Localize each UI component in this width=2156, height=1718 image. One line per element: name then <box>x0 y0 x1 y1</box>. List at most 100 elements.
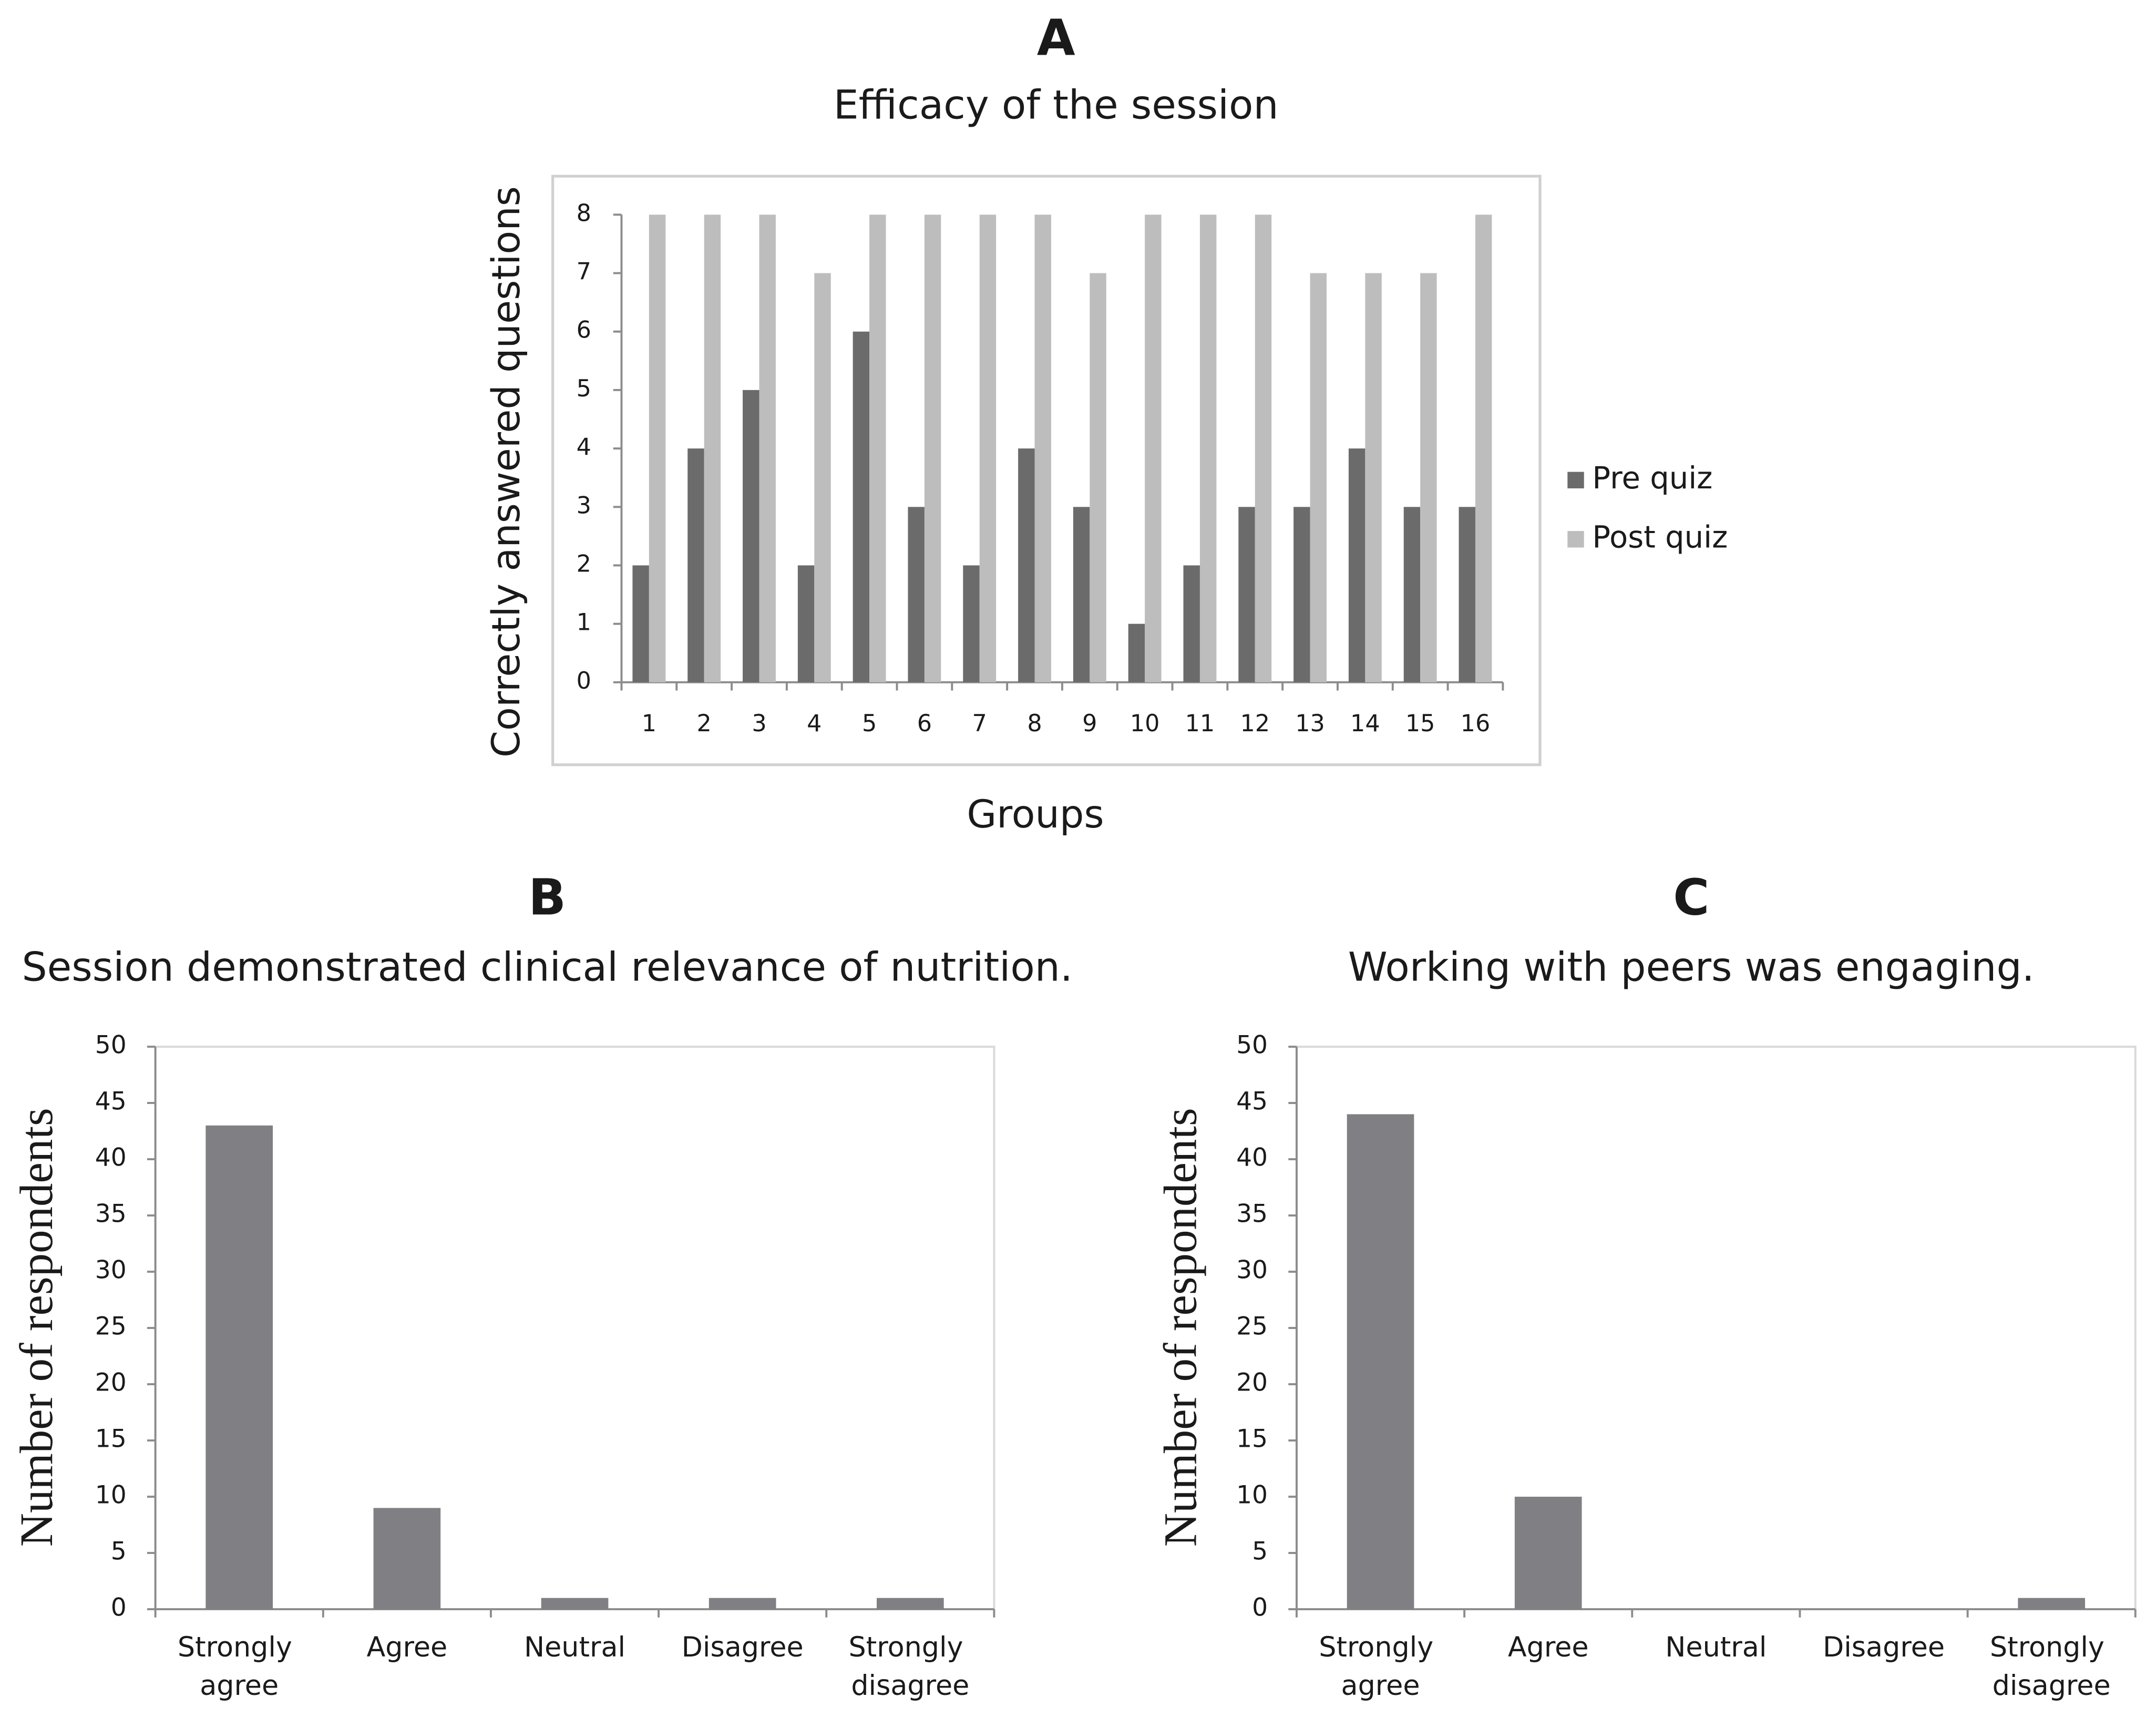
bar <box>632 565 649 682</box>
bar <box>2018 1598 2086 1610</box>
y-axis-title: Correctly answered questions <box>484 186 529 758</box>
x-tick-label: 6 <box>917 710 932 737</box>
legend-label: Post quiz <box>1592 519 1728 555</box>
chart-title: Session demonstrated clinical relevance … <box>22 944 1072 990</box>
y-tick-label: 35 <box>1236 1200 1268 1229</box>
plot-frame <box>154 1046 995 1611</box>
x-tick-label: 12 <box>1240 710 1270 737</box>
x-tick-label: 10 <box>1130 710 1160 737</box>
bar <box>814 273 831 682</box>
x-tick-label: 13 <box>1295 710 1325 737</box>
bar <box>1034 214 1051 682</box>
chart-frame <box>551 175 1542 766</box>
bar <box>1420 273 1437 682</box>
bar <box>1459 507 1475 682</box>
x-tick-label: Strongly disagree <box>1990 1631 2113 1702</box>
y-tick-label: 40 <box>1236 1143 1268 1172</box>
y-tick-label: 15 <box>95 1425 127 1454</box>
bar <box>704 214 721 682</box>
bar <box>1073 507 1090 682</box>
y-tick-label: 50 <box>1236 1031 1268 1060</box>
x-tick-label: 11 <box>1185 710 1215 737</box>
x-tick-label: Neutral <box>1665 1631 1767 1663</box>
chart-title: Working with peers was engaging. <box>1348 944 2035 990</box>
bar <box>924 214 941 682</box>
y-tick-label: 25 <box>1236 1312 1268 1341</box>
y-tick-label: 7 <box>577 259 591 285</box>
bar <box>797 565 815 682</box>
bar <box>1347 1114 1414 1610</box>
bar <box>1018 448 1035 682</box>
x-tick-label: Strongly agree <box>1319 1631 1442 1702</box>
x-axis-title: Groups <box>967 792 1104 837</box>
y-tick-label: 50 <box>95 1031 127 1060</box>
bar <box>373 1508 441 1610</box>
y-tick-label: 25 <box>95 1312 127 1341</box>
y-tick-label: 3 <box>577 492 591 519</box>
bar <box>1514 1497 1582 1610</box>
y-tick-label: 10 <box>95 1481 127 1510</box>
bar <box>1090 273 1106 682</box>
x-tick-label: 15 <box>1405 710 1435 737</box>
y-tick-label: 0 <box>111 1593 127 1622</box>
y-tick-label: 40 <box>95 1143 127 1172</box>
bar <box>687 448 704 682</box>
bar <box>1238 507 1255 682</box>
chart-panel: C Working with peers was engaging. 0 5 10 15 2… <box>1155 870 2137 1702</box>
x-tick-label: Disagree <box>1823 1631 1945 1663</box>
y-tick-label: 0 <box>577 668 591 694</box>
bar <box>1145 214 1162 682</box>
y-tick-label: 5 <box>577 375 591 402</box>
plot-frame <box>1295 1046 2137 1611</box>
x-tick-label: Agree <box>1508 1631 1589 1663</box>
y-tick-label: 1 <box>577 609 591 636</box>
bar <box>1128 623 1145 682</box>
bar <box>908 507 925 682</box>
bar <box>759 214 776 682</box>
x-tick-label: 8 <box>1027 710 1042 737</box>
legend-swatch <box>1567 472 1584 488</box>
bar <box>1293 507 1310 682</box>
x-tick-label: Strongly disagree <box>849 1631 972 1702</box>
bar <box>541 1598 609 1610</box>
y-tick-label: 8 <box>577 200 591 227</box>
x-tick-label: Agree <box>366 1631 447 1663</box>
bar <box>1475 214 1492 682</box>
bar <box>1199 214 1217 682</box>
y-tick-label: 5 <box>1252 1537 1268 1566</box>
x-tick-label: 9 <box>1082 710 1097 737</box>
y-tick-label: 20 <box>1236 1368 1268 1397</box>
legend-swatch <box>1567 531 1584 548</box>
x-tick-label: 14 <box>1350 710 1380 737</box>
bar <box>853 331 870 682</box>
bar <box>869 214 886 682</box>
chart-panel: B Session demonstrated clinical relevance… <box>11 870 1073 1702</box>
x-tick-label: Strongly agree <box>178 1631 301 1702</box>
y-tick-label: 45 <box>95 1087 127 1116</box>
y-tick-label: 30 <box>1236 1256 1268 1285</box>
bar <box>1348 448 1366 682</box>
bar <box>709 1598 776 1610</box>
y-tick-label: 15 <box>1236 1425 1268 1454</box>
bar <box>877 1598 944 1610</box>
bar <box>1403 507 1421 682</box>
bar <box>963 565 980 682</box>
y-tick-label: 10 <box>1236 1481 1268 1510</box>
x-tick-label: 1 <box>642 710 656 737</box>
bar <box>1310 273 1327 682</box>
x-tick-label: 4 <box>807 710 822 737</box>
panel-label: C <box>1673 870 1709 927</box>
x-tick-label: 7 <box>972 710 987 737</box>
x-tick-label: 2 <box>697 710 712 737</box>
y-axis-title: Number of respondents <box>1155 1108 1206 1547</box>
chart-title: Efficacy of the session <box>834 81 1279 128</box>
bar <box>979 214 997 682</box>
y-tick-label: 5 <box>111 1537 127 1566</box>
bar <box>1183 565 1200 682</box>
y-tick-label: 35 <box>95 1200 127 1229</box>
legend-label: Pre quiz <box>1592 461 1712 496</box>
x-tick-label: 5 <box>862 710 877 737</box>
